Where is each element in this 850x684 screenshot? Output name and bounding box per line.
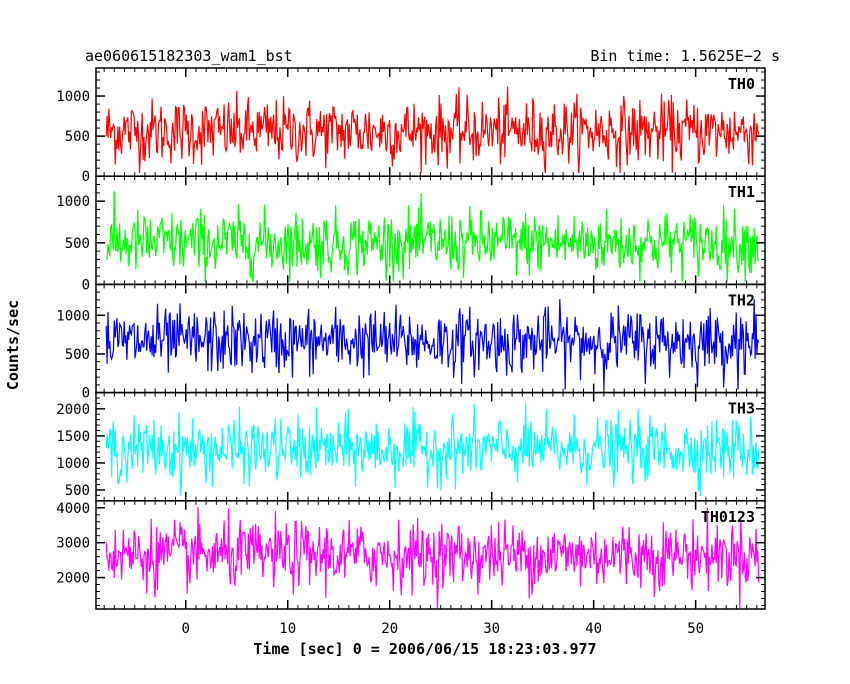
y-tick-label: 4000 (56, 501, 90, 517)
series-line-th0 (105, 86, 760, 174)
y-axis-label: Counts/sec (4, 300, 22, 390)
panel-th0123: 2000 3000 4000 TH0123 (56, 500, 766, 610)
panel-label: TH1 (728, 183, 755, 201)
x-tick-label: 0 (182, 621, 190, 637)
y-tick-label: 0 (82, 277, 90, 293)
y-tick-label: 500 (65, 483, 90, 499)
panel-label: TH0 (728, 75, 755, 93)
y-tick-label: 1000 (56, 194, 90, 210)
y-tick-label: 0 (82, 169, 90, 185)
y-tick-label: 1000 (56, 89, 90, 105)
series-line-th3 (105, 403, 760, 497)
panel-th1: 0 500 1000 TH1 (56, 175, 766, 293)
y-tick-label: 0 (82, 386, 90, 402)
y-tick-label: 1000 (56, 456, 90, 472)
x-tick-label: 40 (585, 621, 602, 637)
panel-label: TH3 (728, 400, 755, 418)
y-tick-label: 1500 (56, 429, 90, 445)
chart-title-left: ae060615182303_wam1_bst (85, 47, 293, 65)
x-axis-label: Time [sec] 0 = 2006/06/15 18:23:03.977 (253, 640, 596, 658)
panel-th3: 500 1000 1500 2000 TH3 (56, 391, 766, 502)
y-tick-label: 1000 (56, 308, 90, 324)
x-axis: 0 10 20 30 40 50 (182, 621, 705, 637)
x-tick-label: 50 (687, 621, 704, 637)
y-tick-label: 500 (65, 129, 90, 145)
panel-th2: 0 500 1000 TH2 (56, 283, 766, 402)
panel-label: TH0123 (701, 508, 755, 526)
x-tick-label: 30 (483, 621, 500, 637)
y-tick-label: 500 (65, 236, 90, 252)
panel-label: TH2 (728, 291, 755, 309)
series-line-th0123 (105, 507, 760, 609)
x-tick-label: 10 (279, 621, 296, 637)
y-tick-label: 3000 (56, 536, 90, 552)
y-tick-label: 2000 (56, 402, 90, 418)
y-tick-label: 2000 (56, 571, 90, 587)
x-tick-label: 20 (381, 621, 398, 637)
chart-title-right: Bin time: 1.5625E−2 s (590, 47, 780, 65)
series-line-th2 (105, 299, 760, 390)
y-tick-label: 500 (65, 347, 90, 363)
panels-group: 0 500 1000 TH0 0 500 1000 TH1 0 500 1000 TH2 500 1000… (56, 67, 766, 610)
panel-th0: 0 500 1000 TH0 (56, 67, 766, 185)
series-line-th1 (105, 191, 760, 283)
